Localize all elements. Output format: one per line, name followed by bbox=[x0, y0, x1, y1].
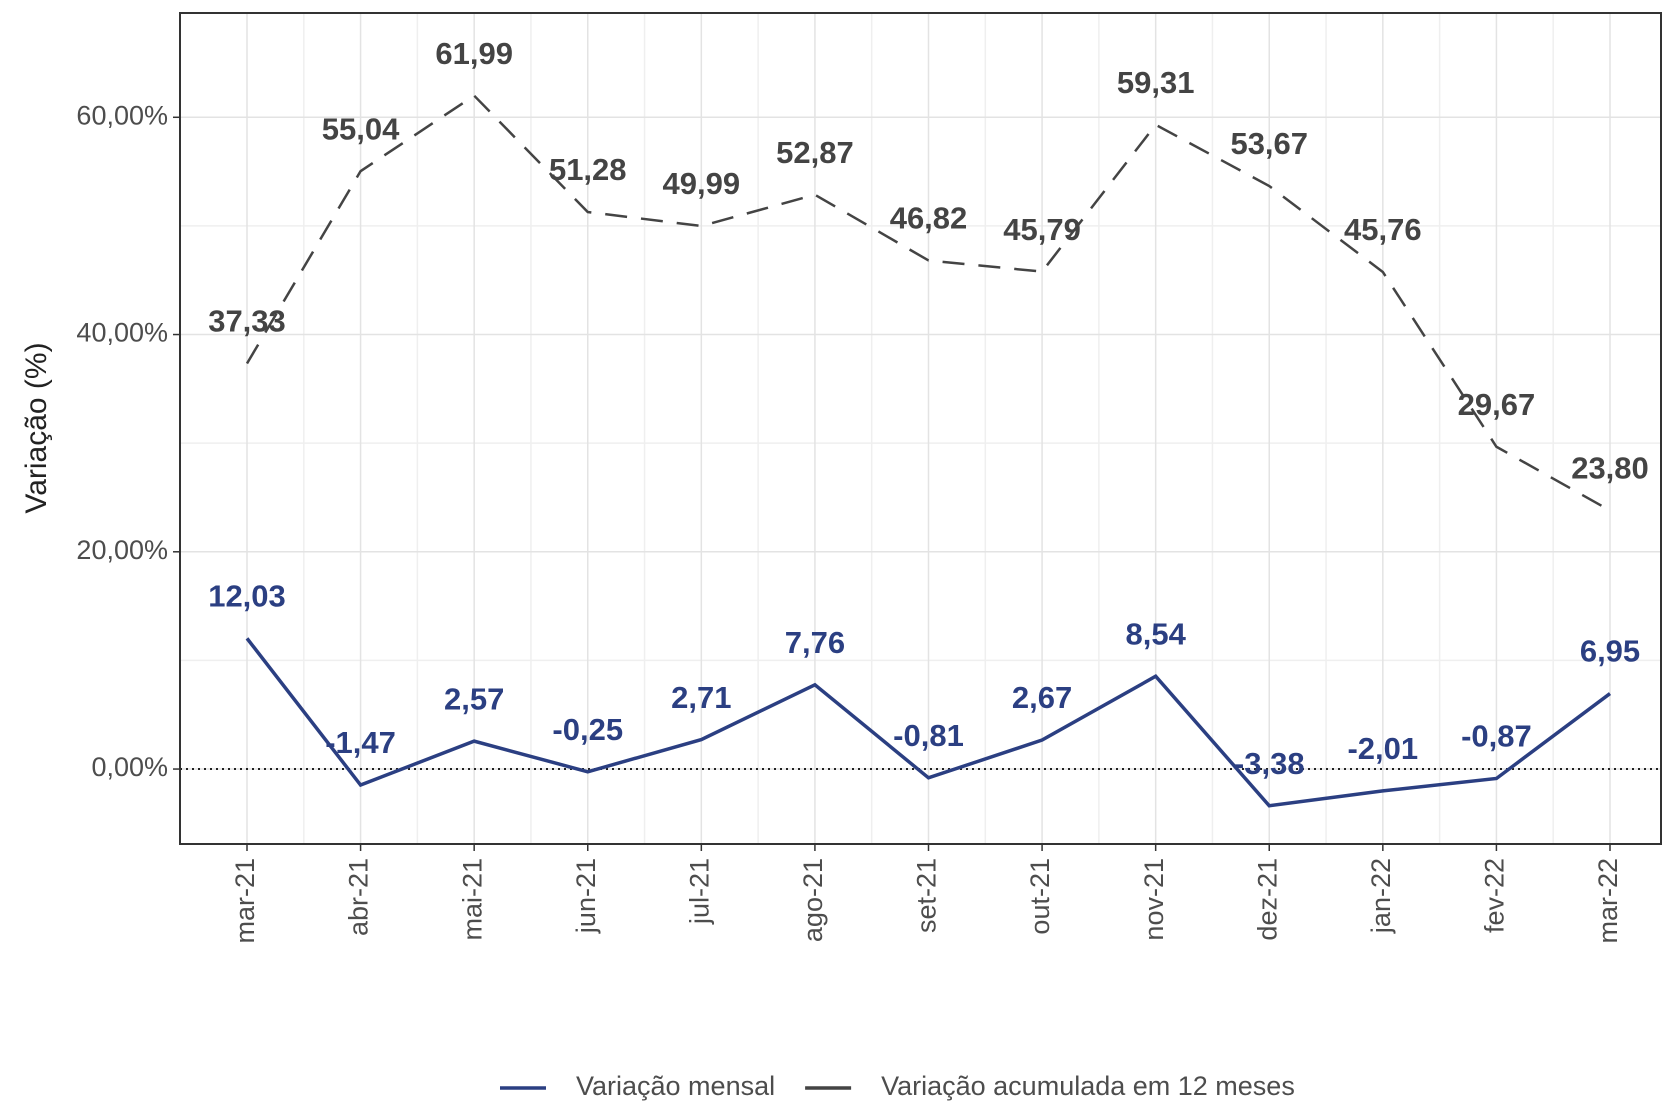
data-label: 37,33 bbox=[208, 304, 286, 339]
data-label: -3,38 bbox=[1234, 746, 1305, 781]
x-tick-label: set-21 bbox=[912, 858, 942, 933]
y-tick-label: 20,00% bbox=[76, 535, 168, 565]
data-label: 51,28 bbox=[549, 152, 627, 187]
legend-label: Variação mensal bbox=[576, 1071, 775, 1101]
series-line bbox=[245, 94, 1611, 512]
data-label: -2,01 bbox=[1347, 731, 1418, 766]
data-label: 7,76 bbox=[785, 625, 845, 660]
data-label: 29,67 bbox=[1458, 387, 1536, 422]
y-axis-label: Variação (%) bbox=[20, 342, 53, 513]
data-label: -0,25 bbox=[552, 712, 623, 747]
data-label: 61,99 bbox=[435, 36, 513, 71]
x-tick-label: jul-21 bbox=[684, 858, 714, 925]
x-tick-label: fev-22 bbox=[1480, 858, 1510, 933]
x-tick-label: mar-21 bbox=[230, 858, 260, 944]
data-label: 52,87 bbox=[776, 135, 854, 170]
data-label: 55,04 bbox=[322, 111, 400, 146]
x-tick-label: ago-21 bbox=[798, 858, 828, 942]
data-label: 53,67 bbox=[1230, 126, 1308, 161]
x-tick-label: abr-21 bbox=[344, 858, 374, 936]
plot-border bbox=[179, 12, 1662, 845]
data-label: 59,31 bbox=[1117, 65, 1195, 100]
x-tick-label: out-21 bbox=[1025, 858, 1055, 935]
data-label: -0,81 bbox=[893, 718, 964, 753]
data-label: 2,71 bbox=[671, 680, 731, 715]
data-label: 45,76 bbox=[1344, 212, 1422, 247]
series-line bbox=[245, 637, 1612, 808]
data-label: -0,87 bbox=[1461, 719, 1532, 754]
x-tick-label: jun-21 bbox=[571, 858, 601, 934]
data-label: 2,67 bbox=[1012, 680, 1072, 715]
data-label: 46,82 bbox=[890, 201, 968, 236]
data-label: 12,03 bbox=[208, 579, 286, 614]
y-tick-label: 60,00% bbox=[76, 100, 168, 130]
y-tick-label: 40,00% bbox=[76, 318, 168, 348]
legend-label: Variação acumulada em 12 meses bbox=[881, 1071, 1295, 1101]
data-label: 6,95 bbox=[1580, 634, 1640, 669]
y-tick-label: 0,00% bbox=[91, 752, 168, 782]
x-tick-label: mar-22 bbox=[1593, 858, 1623, 944]
data-label: 2,57 bbox=[444, 681, 504, 716]
x-tick-label: mai-21 bbox=[457, 858, 487, 941]
data-label: 23,80 bbox=[1571, 451, 1649, 486]
data-label: -1,47 bbox=[325, 725, 396, 760]
x-tick-label: dez-21 bbox=[1252, 858, 1282, 941]
x-tick-label: jan-22 bbox=[1366, 858, 1396, 934]
data-label: 45,79 bbox=[1003, 212, 1081, 247]
data-label: 49,99 bbox=[663, 166, 741, 201]
x-tick-label: nov-21 bbox=[1139, 858, 1169, 941]
data-label: 8,54 bbox=[1125, 616, 1186, 651]
